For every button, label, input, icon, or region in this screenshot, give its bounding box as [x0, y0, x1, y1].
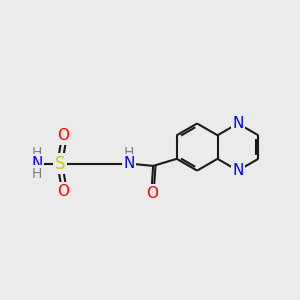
Text: N: N	[232, 116, 244, 131]
Text: H: H	[32, 167, 42, 181]
Text: S: S	[55, 154, 65, 172]
Text: O: O	[57, 128, 69, 143]
Text: N: N	[31, 156, 43, 171]
Text: O: O	[146, 186, 158, 201]
Text: O: O	[57, 184, 69, 199]
Text: H: H	[32, 146, 42, 160]
Text: N: N	[123, 156, 135, 171]
Text: N: N	[232, 163, 244, 178]
Text: H: H	[124, 146, 134, 160]
